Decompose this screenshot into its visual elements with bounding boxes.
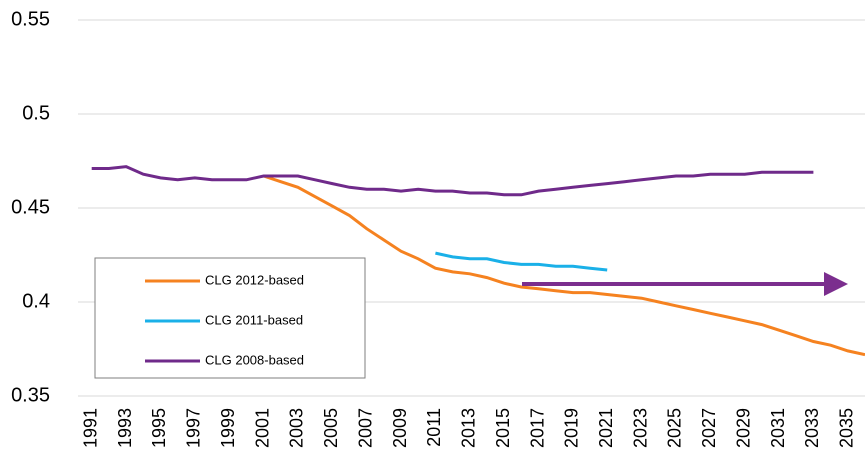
grid: 0.35 0.4 0.45 0.5 0.55 1991 1993 1995 1997 1999 20… [11, 8, 865, 448]
x-tick-label: 2011 [424, 408, 444, 447]
series-line [435, 251, 608, 272]
x-tick-label: 2005 [321, 408, 341, 448]
legend-label: CLG 2011-based [205, 312, 303, 327]
x-tick-label: 1993 [115, 408, 135, 448]
legend-box [94, 257, 366, 379]
y-tick-label: 0.4 [22, 290, 50, 312]
x-tick-label: 2035 [837, 408, 857, 448]
x-tick-label: 1991 [80, 408, 100, 448]
x-tick-label: 2023 [630, 408, 650, 448]
x-tick-label: 2029 [733, 408, 753, 448]
x-tick-label: 2003 [287, 408, 307, 448]
legend-label: CLG 2012-based [205, 272, 304, 287]
series-line [263, 174, 865, 357]
y-tick-label: 0.5 [22, 102, 50, 124]
x-tick-label: 2021 [596, 408, 616, 448]
x-tick-label: 2027 [699, 408, 719, 448]
x-tick-label: 2017 [527, 408, 547, 448]
x-tick-label: 2031 [768, 408, 788, 448]
x-tick-label: 2009 [390, 408, 410, 448]
x-tick-label: 2019 [562, 408, 582, 448]
x-tick-label: 2025 [665, 408, 685, 448]
y-tick-label: 0.45 [11, 196, 50, 218]
x-tick-label: 1997 [184, 408, 204, 448]
x-tick-label: 2007 [355, 408, 375, 448]
x-tick-label: 1999 [218, 408, 238, 448]
x-tick-label: 2013 [459, 408, 479, 448]
x-tick-label: 2033 [802, 408, 822, 448]
y-tick-label: 0.55 [11, 8, 50, 30]
series-line [91, 165, 814, 197]
legend: CLG 2012-based CLG 2011-based CLG 2008-bas… [94, 257, 366, 379]
lines [91, 165, 865, 357]
x-tick-label: 1995 [149, 408, 169, 448]
x-tick-label: 2001 [252, 408, 272, 448]
x-tick-label: 2015 [493, 408, 513, 448]
y-tick-label: 0.35 [11, 384, 50, 406]
legend-label: CLG 2008-based [205, 352, 304, 367]
